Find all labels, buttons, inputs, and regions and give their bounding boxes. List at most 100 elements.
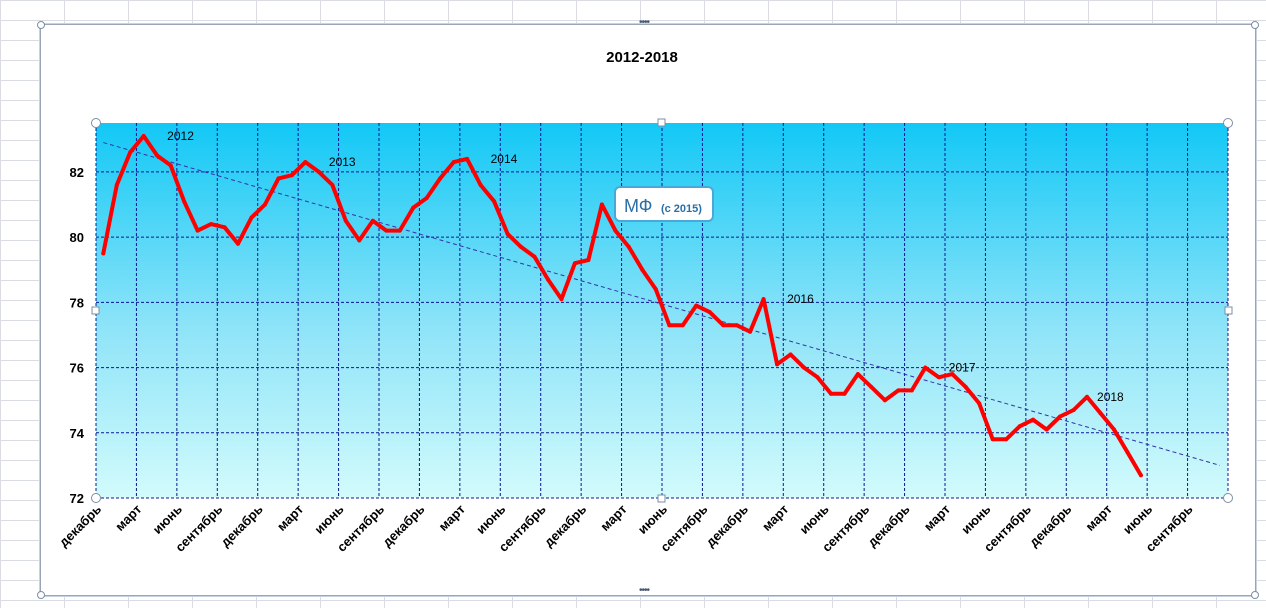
data-point (101, 251, 106, 256)
data-point (330, 183, 335, 187)
y-tick-label: 74 (70, 426, 85, 441)
data-point (559, 297, 564, 302)
year-annotation: 2014 (491, 152, 518, 166)
y-tick-label: 72 (70, 491, 84, 506)
data-point (424, 196, 429, 200)
data-point (626, 244, 631, 249)
data-point (667, 323, 672, 328)
data-point (1044, 427, 1049, 432)
data-point (1125, 450, 1130, 455)
data-point (1085, 394, 1089, 399)
x-tick-label: июнь (150, 502, 185, 537)
frame-corner-bl[interactable] (37, 591, 45, 599)
x-tick-label: июнь (311, 502, 346, 537)
data-point (492, 199, 497, 204)
x-tick-label: март (274, 502, 306, 534)
frame-handle-bottom[interactable]: •••• (639, 585, 650, 596)
x-tick-label: декабрь (1026, 502, 1074, 550)
data-point (316, 169, 321, 174)
data-point (842, 391, 847, 396)
frame-handle-top[interactable]: •••• (639, 17, 650, 28)
y-tick-label: 80 (70, 230, 84, 245)
data-point (546, 277, 550, 282)
data-point (882, 398, 887, 403)
x-tick-label: июнь (635, 502, 670, 537)
data-point (990, 437, 995, 442)
data-point (519, 244, 523, 249)
data-point (829, 391, 833, 396)
data-point (438, 176, 443, 181)
x-tick-label: декабрь (703, 502, 751, 550)
data-point (303, 160, 308, 165)
data-point (141, 134, 146, 138)
x-tick-label: декабрь (218, 502, 266, 550)
data-point (586, 258, 591, 262)
x-tick-label: март (112, 502, 144, 534)
data-point (276, 176, 281, 181)
data-point (707, 310, 712, 315)
svg-text:МФ (с 2015): МФ (с 2015) (624, 196, 702, 216)
x-tick-label: март (1082, 502, 1114, 534)
data-point (613, 228, 618, 233)
x-tick-label: декабрь (56, 502, 104, 550)
data-point (734, 323, 739, 328)
y-tick-label: 76 (70, 361, 84, 376)
data-point (411, 205, 416, 210)
x-tick-label: декабрь (541, 502, 589, 550)
data-point (128, 150, 133, 155)
selection-handles[interactable] (91, 118, 1233, 503)
data-point (721, 323, 726, 328)
data-point (182, 199, 187, 204)
x-tick-label: декабрь (864, 502, 912, 550)
y-tick-label: 78 (70, 295, 84, 310)
data-point (761, 297, 766, 302)
frame-corner-br[interactable] (1251, 591, 1259, 599)
data-point (936, 375, 941, 380)
data-point (909, 388, 914, 393)
frame-corner-tr[interactable] (1251, 21, 1259, 29)
data-point (384, 228, 389, 233)
data-point (748, 329, 753, 334)
data-point (249, 215, 254, 220)
x-tick-label: июнь (1120, 502, 1155, 537)
data-point (815, 375, 820, 380)
data-point (599, 202, 604, 207)
data-point (1098, 411, 1103, 416)
annotation-layer: 2012 2013 2014 2016 2017 2018 (167, 129, 1124, 404)
data-point (357, 238, 362, 243)
callout-sub: (с 2015) (661, 203, 702, 215)
data-point (236, 241, 240, 246)
chart-frame[interactable]: 2012-2018 2012 2013 2014 2016 2017 2018 72 74 7… (37, 17, 1259, 599)
x-tick-label: июнь (473, 502, 508, 537)
data-point (653, 287, 658, 292)
data-point (963, 385, 968, 390)
series-line (101, 134, 1143, 478)
data-point (505, 231, 510, 236)
x-tick-label: март (921, 502, 953, 534)
x-tick-label: март (759, 502, 791, 534)
callout-box[interactable]: МФ (с 2015) (614, 186, 714, 222)
year-annotation: 2017 (949, 361, 976, 375)
y-axis-ticks: 72 74 76 78 80 82 (70, 165, 85, 506)
data-point (896, 388, 901, 393)
data-point (977, 401, 982, 406)
x-tick-label: декабрь (379, 502, 427, 550)
data-point (950, 372, 955, 377)
x-tick-label: март (436, 502, 468, 534)
data-point (1058, 414, 1063, 419)
data-point (263, 202, 267, 207)
data-point (195, 228, 200, 233)
data-point (869, 385, 874, 390)
data-point (802, 365, 806, 370)
x-tick-label: июнь (797, 502, 832, 537)
data-point (222, 225, 227, 230)
data-point (1138, 473, 1143, 478)
data-point (532, 254, 537, 259)
data-point (640, 267, 645, 272)
data-point (343, 218, 348, 223)
series-layer (101, 134, 1143, 478)
frame-corner-tl[interactable] (37, 21, 45, 29)
data-point (155, 153, 160, 158)
data-point (1112, 427, 1116, 432)
data-point (694, 303, 699, 308)
